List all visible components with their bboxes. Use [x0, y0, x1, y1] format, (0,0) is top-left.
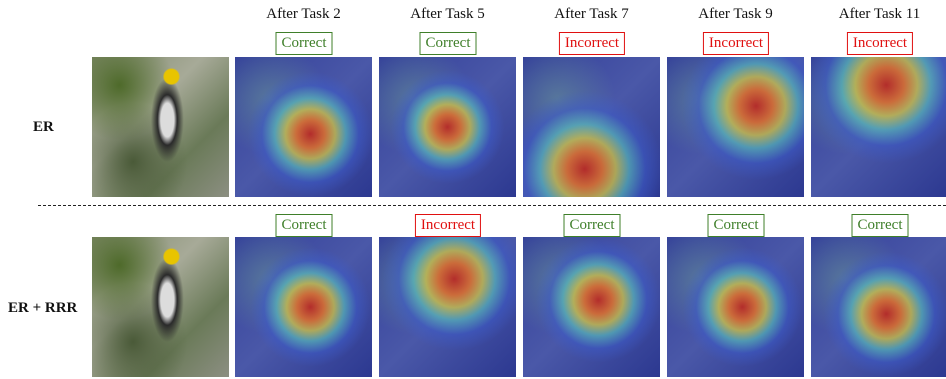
heatmap	[235, 237, 372, 377]
row-label: ER	[33, 119, 54, 135]
heatmap	[811, 57, 946, 197]
result-badge: Incorrect	[702, 32, 770, 55]
result-badge: Incorrect	[414, 214, 482, 237]
heatmap	[379, 57, 516, 197]
separator	[38, 205, 946, 206]
heatmap	[235, 57, 372, 197]
input-image	[92, 57, 229, 197]
row-label: ER + RRR	[8, 300, 78, 316]
result-badge: Correct	[275, 214, 333, 237]
heatmap	[667, 237, 804, 377]
heatmap	[667, 57, 804, 197]
column-header: After Task 11	[838, 6, 921, 22]
heatmap	[523, 57, 660, 197]
result-badge: Incorrect	[846, 32, 914, 55]
result-badge: Incorrect	[558, 32, 626, 55]
result-badge: Correct	[419, 32, 477, 55]
result-badge: Correct	[707, 214, 765, 237]
column-header: After Task 5	[410, 6, 485, 22]
column-header: After Task 9	[698, 6, 773, 22]
column-header: After Task 7	[554, 6, 629, 22]
column-header: After Task 2	[266, 6, 341, 22]
heatmap	[523, 237, 660, 377]
heatmap	[811, 237, 946, 377]
result-badge: Correct	[563, 214, 621, 237]
result-badge: Correct	[851, 214, 909, 237]
heatmap	[379, 237, 516, 377]
result-badge: Correct	[275, 32, 333, 55]
input-image	[92, 237, 229, 377]
